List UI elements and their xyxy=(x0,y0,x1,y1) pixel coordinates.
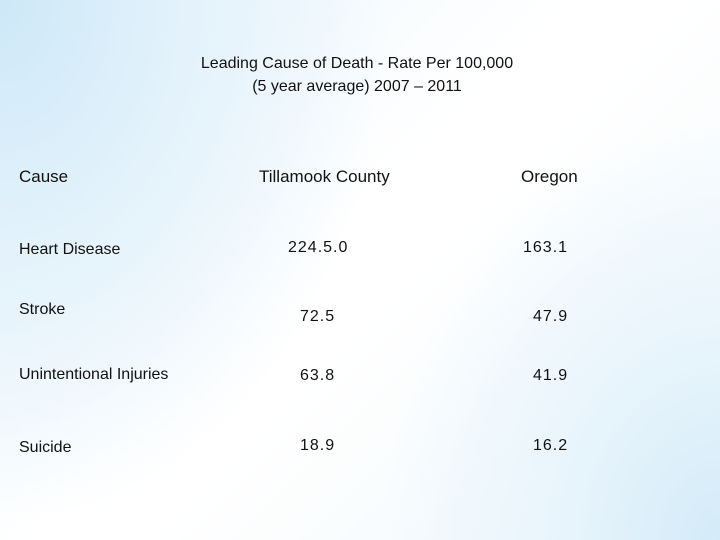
row-stroke-cause: Stroke xyxy=(19,301,66,318)
slide-subtitle: (5 year average) 2007 – 2011 xyxy=(252,78,462,95)
row-stroke-oregon: 47.9 xyxy=(533,308,569,325)
slide-title: Leading Cause of Death - Rate Per 100,00… xyxy=(200,55,514,72)
row-stroke-county: 72.5 xyxy=(300,308,336,325)
row-suicide-cause: Suicide xyxy=(19,439,72,456)
row-unintentional-injuries-county: 63.8 xyxy=(300,367,336,384)
header-oregon: Oregon xyxy=(521,167,578,186)
header-tillamook-county: Tillamook County xyxy=(259,167,390,186)
row-suicide-oregon: 16.2 xyxy=(533,437,569,454)
header-cause: Cause xyxy=(19,167,69,186)
row-heart-disease-oregon: 163.1 xyxy=(523,239,569,256)
row-unintentional-injuries-oregon: 41.9 xyxy=(533,367,569,384)
row-suicide-county: 18.9 xyxy=(300,437,336,454)
row-heart-disease-cause: Heart Disease xyxy=(19,241,121,258)
row-heart-disease-county: 224.5.0 xyxy=(288,239,349,256)
row-unintentional-injuries-cause: Unintentional Injuries xyxy=(19,366,169,383)
